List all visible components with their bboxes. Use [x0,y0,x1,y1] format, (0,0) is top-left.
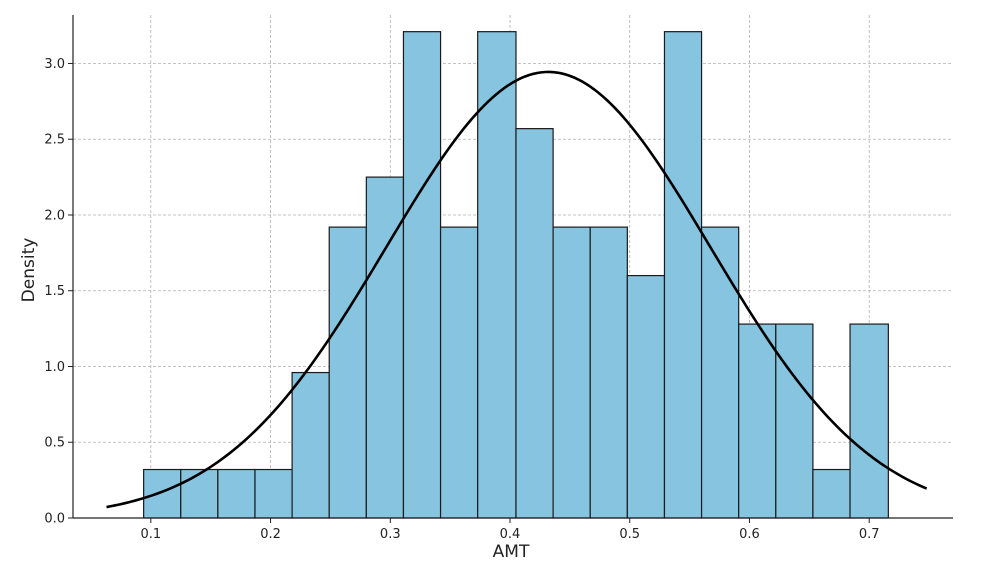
y-tick-label: 1.0 [44,360,65,375]
y-tick-label: 2.5 [44,133,65,148]
histogram-bar [700,226,740,519]
normal-fit-curve [106,70,928,509]
histogram-bar [812,468,851,519]
x-tick-label: 0.6 [739,527,760,542]
histogram-bar [402,31,442,519]
histogram-bar [254,468,293,519]
histogram-bar [217,468,256,519]
axes [68,15,953,523]
x-tick-label: 0.2 [260,527,281,542]
y-tick-label: 1.5 [44,284,65,299]
histogram-bar [291,371,330,519]
histogram-bar [180,468,219,519]
histogram-bar [775,323,814,519]
histogram-bar [143,468,182,519]
y-tick-label: 0.5 [44,436,65,451]
y-tick-label: 2.0 [44,208,65,223]
histogram-bar [589,226,628,519]
histogram-bar [328,226,367,519]
histogram-bars [143,31,889,519]
histogram-bar [663,31,703,519]
x-tick-label: 0.3 [380,527,401,542]
histogram-bar [515,128,554,519]
x-axis-label: AMT [493,542,530,562]
histogram-bar [477,31,517,519]
y-axis-label: Density [19,238,39,303]
histogram-bar [439,226,479,519]
histogram-bar [849,323,889,519]
histogram-bar [552,226,591,519]
histogram-bar [626,274,666,519]
tick-labels: 0.1 0.2 0.3 0.4 0.5 0.6 0.7 0.0 0.5 1.0 1.5 2.0 2.5 3… [44,57,879,542]
x-tick-label: 0.7 [859,527,880,542]
y-tick-label: 3.0 [44,57,65,72]
histogram-bar [365,176,405,519]
histogram-bar [738,323,777,519]
x-tick-label: 0.4 [500,527,521,542]
x-tick-label: 0.1 [140,527,161,542]
y-tick-label: 0.0 [44,512,65,527]
x-tick-label: 0.5 [619,527,640,542]
